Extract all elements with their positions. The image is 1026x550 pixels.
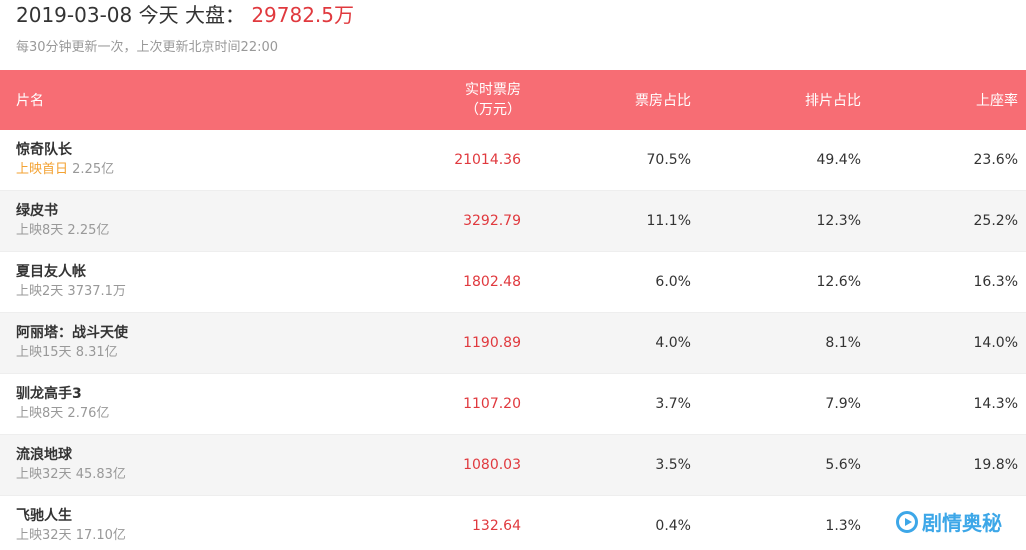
- table-row[interactable]: 流浪地球 上映32天 45.83亿 1080.03 3.5% 5.6% 19.8…: [0, 435, 1026, 496]
- update-note: 每30分钟更新一次，上次更新北京时间22:00: [16, 40, 279, 55]
- table-row[interactable]: 飞驰人生 上映32天 17.10亿 132.64 0.4% 1.3%: [0, 496, 1026, 550]
- schedule-share: 7.9%: [825, 396, 861, 412]
- movie-title[interactable]: 流浪地球: [16, 447, 72, 463]
- movie-title[interactable]: 阿丽塔：战斗天使: [16, 325, 128, 341]
- table-row[interactable]: 阿丽塔：战斗天使 上映15天 8.31亿 1190.89 4.0% 8.1% 1…: [0, 313, 1026, 374]
- movie-meta: 上映32天 17.10亿: [16, 526, 126, 546]
- release-days: 上映8天: [16, 406, 64, 421]
- movie-cell: 绿皮书 上映8天 2.25亿: [16, 201, 109, 241]
- movie-meta: 上映2天 3737.1万: [16, 282, 126, 302]
- movie-title[interactable]: 驯龙高手3: [16, 386, 82, 402]
- movie-cell: 飞驰人生 上映32天 17.10亿: [16, 506, 126, 546]
- movie-cell: 阿丽塔：战斗天使 上映15天 8.31亿: [16, 323, 128, 363]
- box-share: 4.0%: [655, 335, 691, 351]
- seat-rate: 23.6%: [973, 152, 1018, 168]
- movie-title[interactable]: 惊奇队长: [16, 142, 72, 158]
- movie-cell: 惊奇队长 上映首日 2.25亿: [16, 140, 114, 180]
- box-share: 6.0%: [655, 274, 691, 290]
- movie-meta: 上映15天 8.31亿: [16, 343, 128, 363]
- cumulative-box: 8.31亿: [75, 345, 118, 360]
- seat-rate: 14.3%: [973, 396, 1018, 412]
- box-share: 3.5%: [655, 457, 691, 473]
- movie-meta: 上映首日 2.25亿: [16, 160, 114, 180]
- cumulative-box: 45.83亿: [75, 467, 126, 482]
- today-label: 今天: [138, 3, 179, 27]
- schedule-share: 49.4%: [816, 152, 861, 168]
- cumulative-box: 2.25亿: [67, 223, 110, 238]
- column-header-box: 实时票房 （万元）: [465, 70, 521, 130]
- movie-meta: 上映8天 2.25亿: [16, 221, 109, 241]
- movie-title[interactable]: 飞驰人生: [16, 508, 72, 524]
- cumulative-box: 2.76亿: [67, 406, 110, 421]
- total-label: 大盘：: [184, 3, 245, 27]
- movie-title[interactable]: 夏目友人帐: [16, 264, 86, 280]
- box-share: 0.4%: [655, 518, 691, 534]
- movie-meta: 上映8天 2.76亿: [16, 404, 109, 424]
- realtime-box: 3292.79: [463, 213, 521, 229]
- schedule-share: 8.1%: [825, 335, 861, 351]
- cumulative-box: 2.25亿: [72, 162, 115, 177]
- table-row[interactable]: 绿皮书 上映8天 2.25亿 3292.79 11.1% 12.3% 25.2%: [0, 191, 1026, 252]
- page-title: 2019-03-08 今天 大盘： 29782.5万: [16, 0, 354, 30]
- movie-meta: 上映32天 45.83亿: [16, 465, 126, 485]
- column-header-box-share: 票房占比: [635, 93, 691, 109]
- table-header: 片名 实时票房 （万元） 票房占比 排片占比 上座率: [0, 70, 1026, 130]
- release-days: 上映8天: [16, 223, 64, 238]
- seat-rate: 25.2%: [973, 213, 1018, 229]
- movie-cell: 流浪地球 上映32天 45.83亿: [16, 445, 126, 485]
- column-header-seat-rate: 上座率: [976, 93, 1018, 109]
- seat-rate: 14.0%: [973, 335, 1018, 351]
- column-header-name: 片名: [16, 93, 44, 109]
- date-text: 2019-03-08: [16, 3, 133, 27]
- release-days: 上映32天: [16, 528, 72, 543]
- realtime-box: 1080.03: [463, 457, 521, 473]
- play-circle-icon: [896, 510, 918, 533]
- release-days: 上映15天: [16, 345, 72, 360]
- table-row[interactable]: 惊奇队长 上映首日 2.25亿 21014.36 70.5% 49.4% 23.…: [0, 130, 1026, 191]
- schedule-share: 1.3%: [825, 518, 861, 534]
- total-box-office-value: 29782.5万: [251, 3, 355, 27]
- column-header-box-line2: （万元）: [465, 102, 521, 118]
- table-row[interactable]: 驯龙高手3 上映8天 2.76亿 1107.20 3.7% 7.9% 14.3%: [0, 374, 1026, 435]
- movie-cell: 驯龙高手3 上映8天 2.76亿: [16, 384, 109, 424]
- realtime-box: 1802.48: [463, 274, 521, 290]
- realtime-box: 21014.36: [454, 152, 521, 168]
- cumulative-box: 3737.1万: [67, 284, 126, 299]
- column-header-schedule-share: 排片占比: [805, 93, 861, 109]
- box-share: 70.5%: [646, 152, 691, 168]
- watermark-text: 剧情奥秘: [922, 511, 1002, 535]
- movie-cell: 夏目友人帐 上映2天 3737.1万: [16, 262, 126, 302]
- watermark-logo: 剧情奥秘: [896, 507, 1002, 536]
- seat-rate: 16.3%: [973, 274, 1018, 290]
- realtime-box: 132.64: [472, 518, 521, 534]
- realtime-box: 1190.89: [463, 335, 521, 351]
- schedule-share: 12.3%: [816, 213, 861, 229]
- box-share: 3.7%: [655, 396, 691, 412]
- release-days: 上映2天: [16, 284, 64, 299]
- schedule-share: 12.6%: [816, 274, 861, 290]
- cumulative-box: 17.10亿: [75, 528, 126, 543]
- box-office-table: 片名 实时票房 （万元） 票房占比 排片占比 上座率 惊奇队长 上映首日 2.2…: [0, 70, 1026, 550]
- release-days: 上映32天: [16, 467, 72, 482]
- table-body: 惊奇队长 上映首日 2.25亿 21014.36 70.5% 49.4% 23.…: [0, 130, 1026, 550]
- realtime-box: 1107.20: [463, 396, 521, 412]
- schedule-share: 5.6%: [825, 457, 861, 473]
- seat-rate: 19.8%: [973, 457, 1018, 473]
- box-share: 11.1%: [646, 213, 691, 229]
- movie-title[interactable]: 绿皮书: [16, 203, 58, 219]
- table-row[interactable]: 夏目友人帐 上映2天 3737.1万 1802.48 6.0% 12.6% 16…: [0, 252, 1026, 313]
- release-days: 上映首日: [16, 162, 69, 177]
- column-header-box-line1: 实时票房: [465, 82, 521, 98]
